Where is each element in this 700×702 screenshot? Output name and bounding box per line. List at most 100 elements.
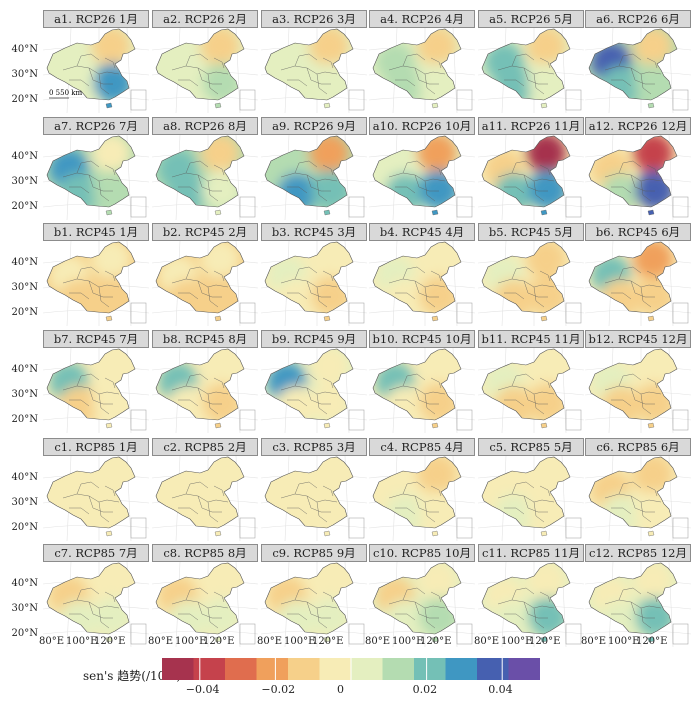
south-sea-inset [239,409,256,431]
hainan-island [323,102,331,109]
map-panel: a6. RCP26 6月 [585,10,691,113]
panel-map [585,241,691,326]
trend-region [311,383,351,420]
lon-tick-label: 100°E [175,636,207,647]
south-sea-inset [565,89,582,111]
trend-region [168,173,208,207]
trend-region [168,386,208,420]
panel-map [585,456,691,541]
panel-title: c4. RCP85 4月 [369,438,475,456]
trend-region [311,63,351,100]
map-panel: a11. RCP26 11月 [478,117,584,220]
map-panel: c7. RCP85 7月 [43,544,149,647]
china-outline [372,562,462,635]
panel-title: a3. RCP26 3月 [261,10,367,28]
panel-title: c2. RCP85 2月 [152,438,258,456]
south-sea-inset [456,302,473,324]
hainan-island [431,636,439,643]
trend-region [311,491,351,528]
south-sea-inset [130,409,147,431]
colorbar-swatch [256,658,289,680]
lon-tick-label: 120°E [420,636,452,647]
panel-map [43,135,149,220]
panel-map [369,348,475,433]
map-panel: b6. RCP45 6月 [585,223,691,326]
hainan-island [540,102,548,109]
panel-map: 0 550 km [43,28,149,113]
panel-title: c12. RCP85 12月 [585,544,691,562]
china-outline [481,135,571,208]
panel-title: b9. RCP45 9月 [261,330,367,348]
panel-map [261,135,367,220]
colorbar-swatch [225,658,258,680]
trend-region [528,597,568,634]
china-outline [264,562,354,635]
china-outline [264,28,354,101]
lat-tick-label: 40°N [11,364,38,375]
panel-map [261,562,367,647]
map-panel: a4. RCP26 4月 [369,10,475,113]
china-outline [46,562,136,635]
colorbar-tick-label: −0.04 [185,683,220,696]
lon-tick-label: 80°E [39,636,65,647]
panel-title: c11. RCP85 11月 [478,544,584,562]
panel-title: a9. RCP26 9月 [261,117,367,135]
panel-title: b5. RCP45 5月 [478,223,584,241]
trend-region [419,383,459,420]
trend-region [528,63,568,100]
lat-tick-label: 30°N [11,282,38,293]
scale-bar: 0 550 km [49,89,83,99]
lat-tick-label: 40°N [11,44,38,55]
south-sea-inset [565,302,582,324]
lon-tick-label: 120°E [312,636,344,647]
trend-region [601,173,641,207]
panel-title: c9. RCP85 9月 [261,544,367,562]
trend-region [93,383,133,420]
map-panel: a8. RCP26 8月 [152,117,258,220]
south-sea-inset [456,517,473,539]
lon-tick-label: 120°E [529,636,561,647]
panel-map [369,135,475,220]
china-outline [588,348,678,421]
hainan-island [323,315,331,322]
panel-title: c3. RCP85 3月 [261,438,367,456]
lon-tick-label: 80°E [148,636,174,647]
trend-region [311,276,351,313]
map-panel: a3. RCP26 3月 [261,10,367,113]
panel-map [43,348,149,433]
panel-map [152,135,258,220]
hainan-island [647,315,655,322]
panel-map [152,562,258,647]
trend-region [494,494,534,528]
panel-title: b4. RCP45 4月 [369,223,475,241]
trend-region [419,63,459,100]
panel-map [152,456,258,541]
south-sea-inset [456,623,473,645]
china-outline [588,28,678,101]
panel-title: b3. RCP45 3月 [261,223,367,241]
trend-region [59,66,99,100]
china-outline [46,135,136,208]
china-outline [155,348,245,421]
trend-region [59,279,99,313]
hainan-island [431,422,439,429]
trend-region [419,597,459,634]
china-outline [46,348,136,421]
panel-map [43,241,149,326]
south-sea-inset [239,517,256,539]
hainan-island [540,315,548,322]
panel-map [261,28,367,113]
hainan-island [431,530,439,537]
trend-region [635,597,675,634]
trend-region [168,494,208,528]
lat-tick-label: 40°N [11,472,38,483]
south-sea-inset [672,517,689,539]
trend-region [93,597,133,634]
china-outline [481,28,571,101]
panel-map [261,348,367,433]
south-sea-inset [239,302,256,324]
map-panel: c1. RCP85 1月 [43,438,149,541]
trend-region [494,600,534,634]
panel-title: b6. RCP45 6月 [585,223,691,241]
trend-region [93,276,133,313]
